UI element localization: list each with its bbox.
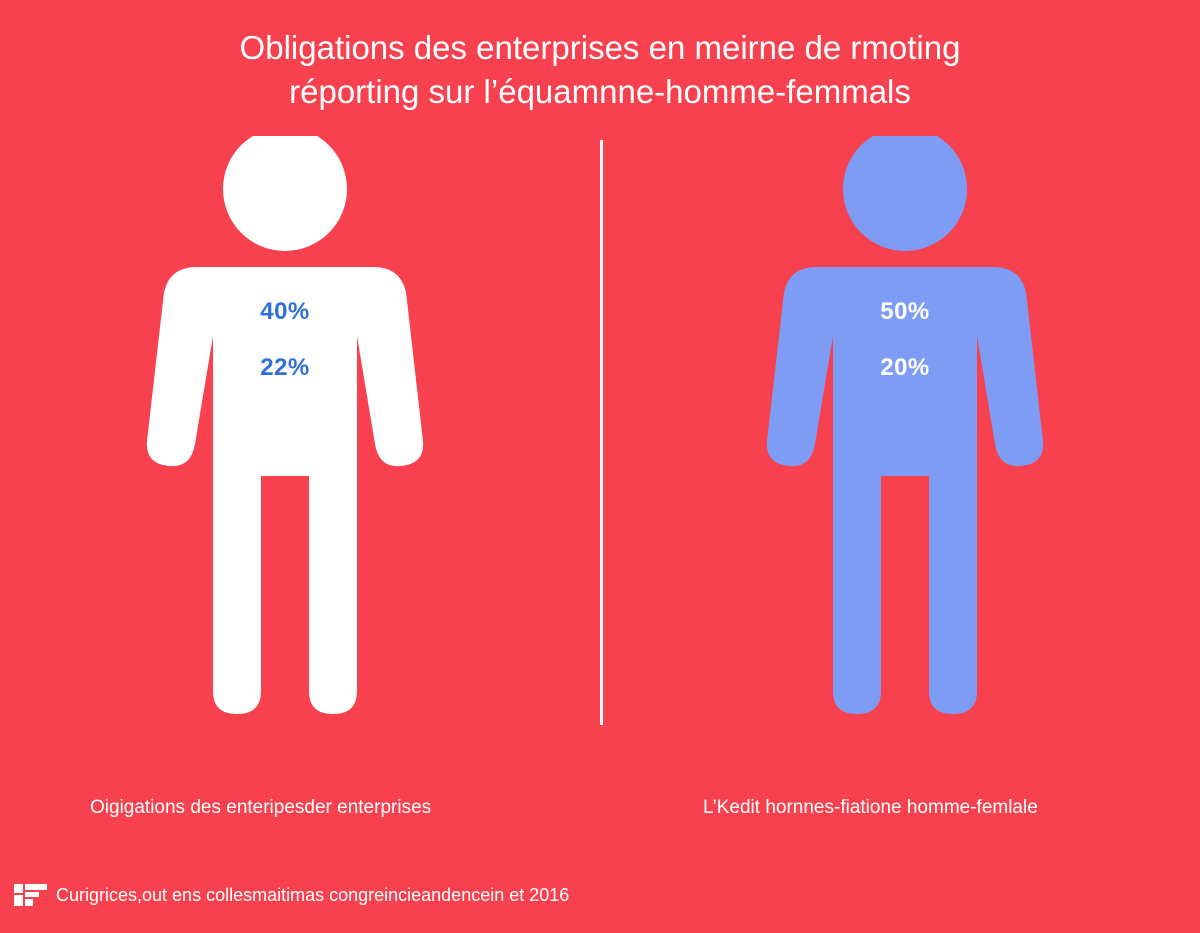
left-stat-2: 22% [260, 354, 310, 381]
title-line-1: Obligations des enterprises en meirne de… [239, 29, 961, 66]
right-stat-1: 50% [880, 298, 930, 325]
right-caption: L’Kedit hornnes-fiatione homme-femlale [703, 797, 1038, 818]
logo-icon [14, 884, 47, 906]
right-stat-2: 20% [880, 354, 930, 381]
right-person-figure: 50% 20% [755, 136, 1055, 716]
footer-source: Curigrices,out ens collesmaitimas congre… [14, 882, 569, 908]
infographic-title: Obligations des enterprises en meirne de… [0, 26, 1200, 114]
footer-text: Curigrices,out ens collesmaitimas congre… [56, 884, 570, 905]
title-line-2: réporting sur l’équamnne-homme-femmals [289, 73, 911, 110]
person-icon [146, 136, 424, 714]
left-caption: Oigigations des enteripesder enterprises [90, 797, 432, 818]
left-stat-1: 40% [260, 298, 310, 325]
left-person-figure: 40% 22% [135, 136, 435, 716]
person-icon [766, 136, 1044, 714]
center-divider [600, 140, 603, 725]
